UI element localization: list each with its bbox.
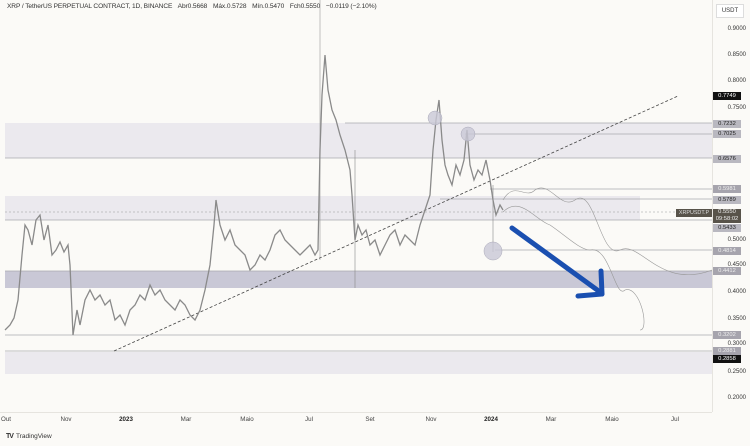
time-label: Nov xyxy=(60,416,72,423)
time-label: Set xyxy=(365,416,375,423)
price-tick: 0.5000 xyxy=(727,237,746,243)
price-tick: 0.2500 xyxy=(727,369,746,375)
resistance-zone-mid xyxy=(5,196,640,220)
bar-countdown: 09:58:02 xyxy=(715,216,739,222)
price-tag: 0.5789 xyxy=(713,196,741,204)
time-label: Jul xyxy=(671,416,679,423)
time-label: Mar xyxy=(545,416,557,423)
time-label: Maio xyxy=(240,416,254,423)
price-tag-trendline: 0.7749 xyxy=(713,92,741,100)
price-tag: 0.4412 xyxy=(713,267,741,275)
price-tag: 0.3202 xyxy=(713,331,741,339)
ohlc-open: Abr0.5668 xyxy=(177,3,208,10)
down-arrow xyxy=(509,225,605,299)
ohlc-high: Máx.0.5728 xyxy=(212,3,247,10)
time-label: 2024 xyxy=(484,416,498,423)
ohlc-low: Mín.0.5470 xyxy=(252,3,285,10)
chart-legend: XRP / TetherUS PERPETUAL CONTRACT, 1D, B… xyxy=(7,3,381,10)
brand-name: TradingView xyxy=(15,433,52,440)
price-chart xyxy=(4,0,712,374)
symbol-title[interactable]: XRP / TetherUS PERPETUAL CONTRACT, 1D, B… xyxy=(7,3,173,10)
symbol-tag: XRPUSDT.P xyxy=(676,209,712,217)
price-tag: 0.6576 xyxy=(713,155,741,163)
support-zone-low xyxy=(5,352,712,374)
price-tick: 0.8000 xyxy=(727,78,746,84)
tradingview-branding[interactable]: TV TradingView xyxy=(6,433,52,440)
ohlc-close: Fch0.5550 xyxy=(289,3,321,10)
price-tag: 0.5981 xyxy=(713,185,741,193)
resistance-zone-upper xyxy=(5,123,712,158)
time-label: Jul xyxy=(305,416,313,423)
price-scale[interactable] xyxy=(712,0,750,412)
time-axis[interactable]: Out Nov 2023 Mar Maio Jul Set Nov 2024 M… xyxy=(0,412,712,427)
time-label: 2023 xyxy=(119,416,133,423)
price-tick: 0.8500 xyxy=(727,52,746,58)
last-price-tag: 0.5550 09:58:02 xyxy=(713,209,741,223)
price-tag: 0.5433 xyxy=(713,224,741,232)
price-tick: 0.4500 xyxy=(727,262,746,268)
price-tag: 0.4814 xyxy=(713,247,741,255)
price-tag: 0.2881 xyxy=(713,347,741,355)
price-tick: 0.3500 xyxy=(727,316,746,322)
price-tick: 0.4000 xyxy=(727,289,746,295)
price-tick: 0.7500 xyxy=(727,105,746,111)
time-label: Mar xyxy=(180,416,192,423)
highlight-circle-high-2 xyxy=(460,126,476,142)
price-tag: 0.7025 xyxy=(713,130,741,138)
time-label: Nov xyxy=(425,416,437,423)
highlight-circle-low xyxy=(483,241,503,261)
price-tick: 0.9000 xyxy=(727,26,746,32)
time-label: Maio xyxy=(605,416,619,423)
last-price: 0.5550 xyxy=(718,209,736,215)
support-zone xyxy=(5,271,712,288)
price-tag: 0.7232 xyxy=(713,120,741,128)
chart-pane[interactable]: XRP / TetherUS PERPETUAL CONTRACT, 1D, B… xyxy=(0,0,712,412)
price-tick: 0.3000 xyxy=(727,341,746,347)
time-label: Out xyxy=(1,416,11,423)
ohlc-change: −0.0119 (−2.10%) xyxy=(325,3,377,10)
currency-unit-button[interactable]: USDT xyxy=(716,4,744,18)
price-tag: 0.2858 xyxy=(713,355,741,363)
price-tick: 0.2000 xyxy=(727,395,746,401)
tradingview-logo-icon: TV xyxy=(6,433,14,440)
highlight-circle-high-1 xyxy=(427,110,443,126)
